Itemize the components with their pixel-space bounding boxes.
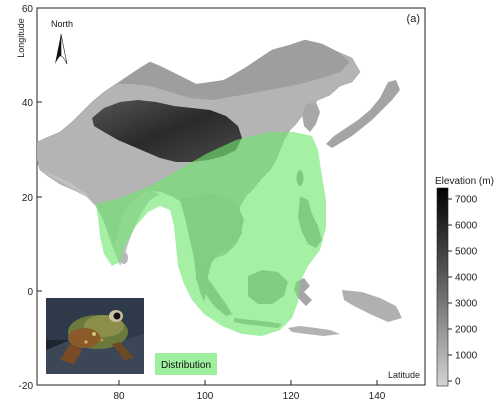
distribution-legend: Distribution — [155, 353, 217, 375]
land-tibetan-plateau — [92, 100, 242, 162]
colorbar-tick-5000: 5000 — [455, 247, 478, 258]
distribution-legend-label: Distribution — [161, 360, 211, 371]
y-tick-60: 60 — [22, 4, 34, 15]
colorbar-gradient — [436, 187, 449, 387]
colorbar-tick-1000: 1000 — [455, 351, 478, 362]
north-arrow-icon: North — [51, 19, 73, 65]
frog-photo — [46, 298, 144, 374]
colorbar-tick-0: 0 — [455, 377, 461, 388]
land-korea — [302, 102, 320, 132]
y-axis: 60 40 20 0 -20 Longitude — [16, 4, 42, 392]
x-tick-140: 140 — [369, 391, 386, 402]
x-tick-80: 80 — [113, 391, 125, 402]
panel-label: (a) — [407, 13, 420, 25]
colorbar-title: Elevation (m) — [435, 176, 494, 187]
north-label: North — [51, 19, 73, 29]
y-tick-40: 40 — [22, 98, 34, 109]
x-axis-title: Latitude — [388, 370, 420, 380]
colorbar-tick-4000: 4000 — [455, 273, 478, 284]
y-tick-minus20: -20 — [19, 381, 34, 392]
land-lesser-islands — [288, 326, 340, 336]
colorbar-tick-6000: 6000 — [455, 221, 478, 232]
x-tick-100: 100 — [197, 391, 214, 402]
x-tick-120: 120 — [283, 391, 300, 402]
colorbar-tick-7000: 7000 — [455, 195, 478, 206]
y-tick-0: 0 — [27, 287, 33, 298]
y-tick-20: 20 — [22, 193, 34, 204]
colorbar-tick-3000: 3000 — [455, 299, 478, 310]
land-northern-plains — [118, 40, 350, 100]
x-axis: 80 100 120 140 Latitude — [113, 370, 420, 402]
land-new-guinea — [342, 290, 402, 322]
y-axis-title: Longitude — [16, 18, 26, 58]
distribution-swatch — [155, 353, 217, 375]
elevation-colorbar: Elevation (m) 7000 6000 5000 4000 3000 2000 10… — [435, 176, 494, 388]
land-japan — [326, 80, 400, 148]
colorbar-tick-2000: 2000 — [455, 325, 478, 336]
distribution-area — [96, 132, 326, 336]
